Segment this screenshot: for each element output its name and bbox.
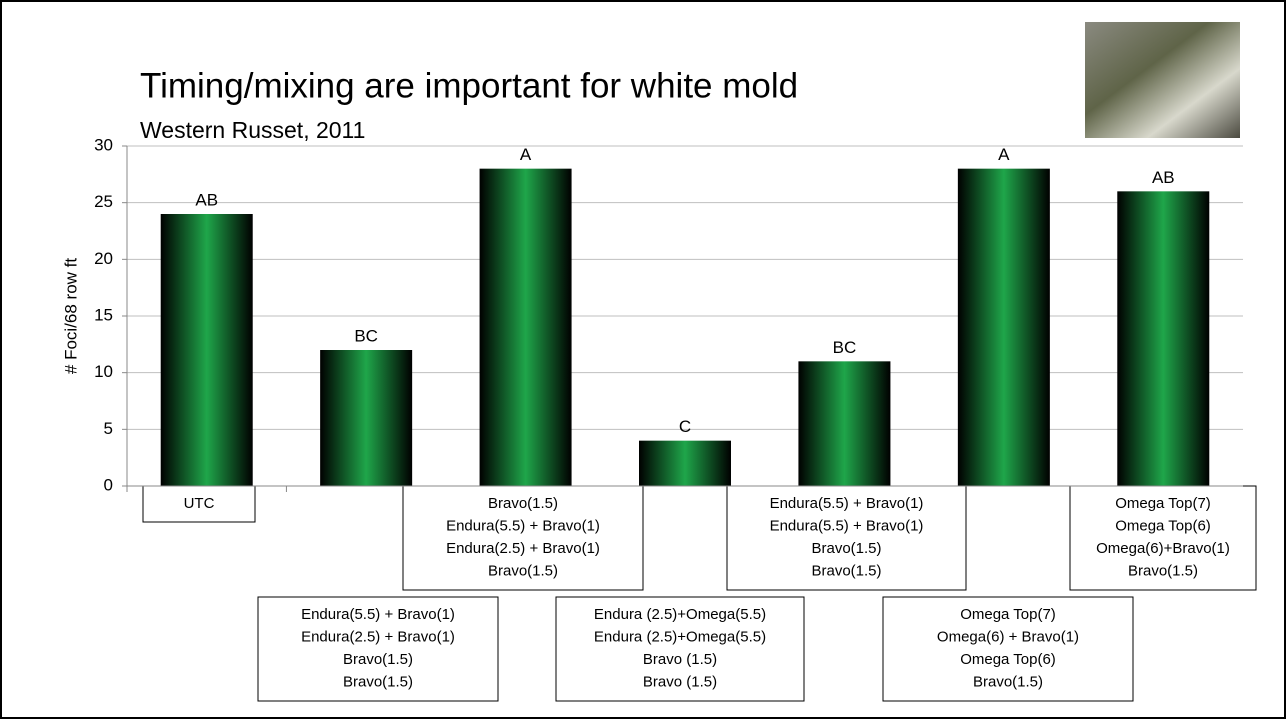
category-box: [142, 485, 256, 523]
x-tick-label: Bravo(1.5): [1128, 562, 1198, 579]
chart-subtitle: Western Russet, 2011: [140, 117, 365, 143]
x-tick-label: Omega(6)+Bravo(1): [1096, 540, 1230, 557]
x-tick-label: Endura(5.5) + Bravo(1): [770, 495, 924, 512]
letter-group: BC: [354, 326, 378, 345]
x-tick-label: Bravo (1.5): [643, 651, 717, 668]
bar: [957, 168, 1050, 486]
x-tick-label: Bravo(1.5): [811, 562, 881, 579]
x-tick-label: Endura(2.5) + Bravo(1): [446, 540, 600, 557]
x-tick-label: Omega Top(6): [1115, 517, 1211, 534]
x-tick-label: Omega Top(7): [960, 606, 1056, 623]
x-tick-label: Endura (2.5)+Omega(5.5): [594, 606, 766, 623]
x-tick-label: Omega(6) + Bravo(1): [937, 628, 1079, 645]
category-box: [257, 596, 499, 702]
category-box: [1069, 485, 1257, 591]
letter-group: AB: [1152, 168, 1175, 187]
x-tick-label: Bravo(1.5): [488, 562, 558, 579]
bar: [160, 214, 253, 486]
x-tick-label: Bravo(1.5): [811, 540, 881, 557]
chart-title: Timing/mixing are important for white mo…: [140, 66, 798, 105]
y-tick-label: 20: [94, 249, 113, 268]
y-tick-label: 30: [94, 135, 113, 154]
bar: [1117, 191, 1210, 487]
letter-group: A: [998, 145, 1010, 164]
y-tick-label: 15: [94, 305, 113, 324]
x-tick-label: UTC: [184, 495, 215, 512]
x-tick-label: Omega Top(7): [1115, 495, 1211, 512]
y-tick-label: 25: [94, 192, 113, 211]
x-tick-label: Bravo(1.5): [343, 673, 413, 690]
letter-group: BC: [833, 338, 857, 357]
x-tick-label: Bravo (1.5): [643, 673, 717, 690]
x-tick-label: Endura(5.5) + Bravo(1): [446, 517, 600, 534]
category-box: [555, 596, 805, 702]
y-tick-label: 10: [94, 362, 113, 381]
category-box: [726, 485, 967, 591]
x-tick-label: Endura (2.5)+Omega(5.5): [594, 628, 766, 645]
photo: [1085, 22, 1240, 138]
x-tick-label: Endura(2.5) + Bravo(1): [301, 628, 455, 645]
letter-group: C: [679, 417, 691, 436]
x-tick-label: Bravo(1.5): [973, 673, 1043, 690]
letter-group: AB: [195, 190, 218, 209]
x-tick-label: Bravo(1.5): [343, 651, 413, 668]
bar: [798, 361, 891, 486]
y-tick-label: 5: [104, 419, 113, 438]
letter-group: A: [520, 145, 532, 164]
x-tick-label: Endura(5.5) + Bravo(1): [301, 606, 455, 623]
bar: [320, 350, 413, 486]
category-box: [402, 485, 644, 591]
bar: [479, 168, 572, 486]
category-box: [882, 596, 1134, 702]
bar: [639, 440, 731, 486]
y-axis-label: # Foci/68 row ft: [61, 258, 80, 374]
x-tick-label: Omega Top(6): [960, 651, 1056, 668]
y-tick-label: 0: [104, 475, 113, 494]
x-tick-label: Bravo(1.5): [488, 495, 558, 512]
x-tick-label: Endura(5.5) + Bravo(1): [770, 517, 924, 534]
